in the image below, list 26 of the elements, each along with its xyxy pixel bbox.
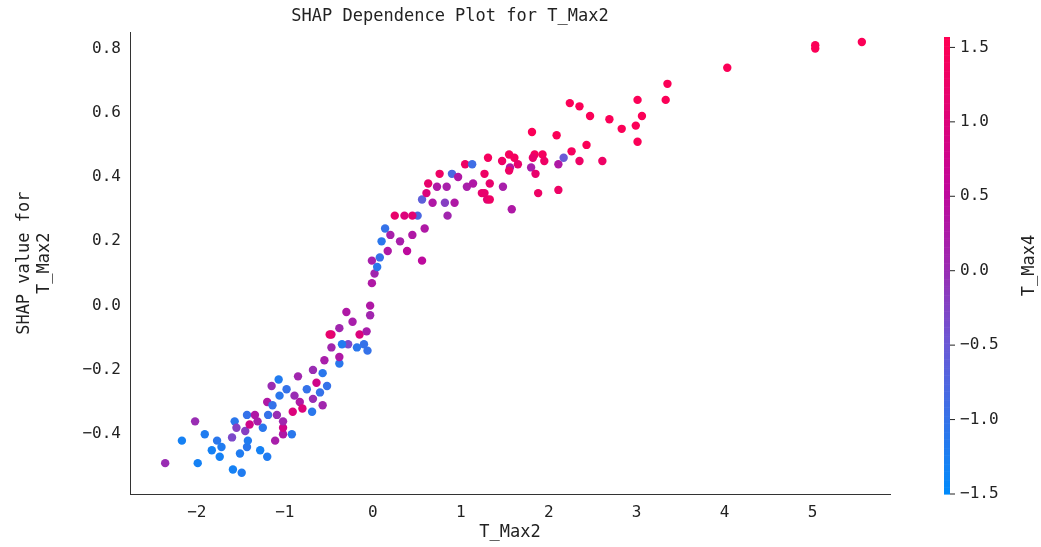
- x-tick-label: 5: [807, 501, 818, 521]
- color-bar-label: 1.5: [960, 36, 989, 56]
- y-axis-title: SHAP value for T_Max2: [12, 191, 54, 335]
- y-tick-label: 0.4: [92, 166, 121, 186]
- color-bar-label: −1.0: [960, 408, 999, 428]
- y-tick-label: 0.8: [92, 37, 121, 57]
- y-tick-label: 0.6: [92, 101, 121, 121]
- color-bar-label: 1.0: [960, 111, 989, 131]
- color-bar-title: T_Max4: [1018, 234, 1039, 297]
- x-tick-label: −2: [187, 501, 207, 521]
- color-bar-label: −1.5: [960, 483, 999, 503]
- y-tick-label: 0.2: [92, 230, 121, 250]
- x-tick-label: −1: [275, 501, 295, 521]
- y-tick-label: −0.2: [82, 359, 121, 379]
- color-bar-label: 0.0: [960, 259, 989, 279]
- color-bar-label: 0.5: [960, 185, 989, 205]
- y-tick-label: 0.0: [92, 294, 121, 314]
- x-tick-label: 3: [631, 501, 642, 521]
- chart-title: SHAP Dependence Plot for T_Max2: [291, 4, 609, 25]
- y-tick-label: −0.4: [82, 423, 121, 443]
- color-bar-label: −0.5: [960, 334, 999, 354]
- x-tick-label: 4: [719, 501, 730, 521]
- x-tick-label: 1: [455, 501, 466, 521]
- x-axis-title: T_Max2: [479, 521, 541, 542]
- x-tick-label: 2: [543, 501, 554, 521]
- x-tick-label: 0: [367, 501, 378, 521]
